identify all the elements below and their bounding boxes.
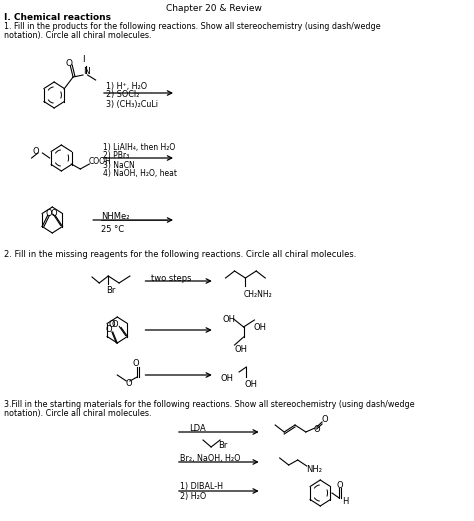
Text: COOH: COOH (89, 156, 111, 166)
Text: 3) (CH₃)₂CuLi: 3) (CH₃)₂CuLi (107, 100, 158, 109)
Text: 1) H⁺, H₂O: 1) H⁺, H₂O (107, 82, 147, 91)
Text: 1) LiAlH₄, then H₂O: 1) LiAlH₄, then H₂O (103, 143, 175, 152)
Text: 3) NaCN: 3) NaCN (103, 161, 135, 170)
Text: I. Chemical reactions: I. Chemical reactions (4, 13, 110, 22)
Text: 2) SOCl₂: 2) SOCl₂ (107, 90, 140, 99)
Text: Br: Br (219, 440, 228, 450)
Text: notation). Circle all chiral molecules.: notation). Circle all chiral molecules. (4, 31, 151, 40)
Text: notation). Circle all chiral molecules.: notation). Circle all chiral molecules. (4, 409, 151, 418)
Text: NH₂: NH₂ (306, 465, 322, 474)
Text: OH: OH (245, 380, 257, 389)
Text: OH: OH (223, 315, 236, 324)
Text: OH: OH (235, 345, 247, 354)
Text: H: H (342, 497, 348, 505)
Text: N: N (83, 68, 90, 77)
Text: O: O (33, 146, 39, 155)
Text: O: O (66, 59, 73, 68)
Text: Br₂, NaOH, H₂O: Br₂, NaOH, H₂O (181, 454, 241, 463)
Text: OH: OH (221, 374, 234, 383)
Text: O: O (106, 325, 112, 333)
Text: NHMe₂: NHMe₂ (101, 212, 129, 221)
Text: O: O (337, 481, 343, 490)
Text: O: O (50, 209, 57, 218)
Text: O: O (46, 209, 52, 218)
Text: 3.Fill in the starting materials for the following reactions. Show all stereoche: 3.Fill in the starting materials for the… (4, 400, 414, 409)
Text: O: O (111, 320, 118, 329)
Text: Chapter 20 & Review: Chapter 20 & Review (166, 4, 262, 13)
Text: O: O (132, 359, 138, 368)
Text: 2) H₂O: 2) H₂O (181, 492, 207, 501)
Text: CH₂NH₂: CH₂NH₂ (244, 290, 273, 299)
Text: OH: OH (254, 323, 266, 332)
Text: LDA: LDA (190, 424, 206, 433)
Text: 25 °C: 25 °C (101, 225, 124, 234)
Text: O: O (321, 415, 328, 424)
Text: Br: Br (107, 286, 116, 295)
Text: O: O (108, 320, 115, 329)
Text: 2. Fill in the missing reagents for the following reactions. Circle all chiral m: 2. Fill in the missing reagents for the … (4, 250, 356, 259)
Text: 2) PBr₃: 2) PBr₃ (103, 151, 129, 160)
Text: two steps: two steps (151, 274, 191, 283)
Text: 1) DIBAL-H: 1) DIBAL-H (181, 482, 223, 491)
Text: 4) NaOH, H₂O, heat: 4) NaOH, H₂O, heat (103, 169, 177, 178)
Text: 1. Fill in the products for the following reactions. Show all stereochemistry (u: 1. Fill in the products for the followin… (4, 22, 380, 31)
Text: I: I (82, 55, 84, 64)
Text: O: O (313, 426, 319, 435)
Text: O: O (126, 379, 132, 389)
